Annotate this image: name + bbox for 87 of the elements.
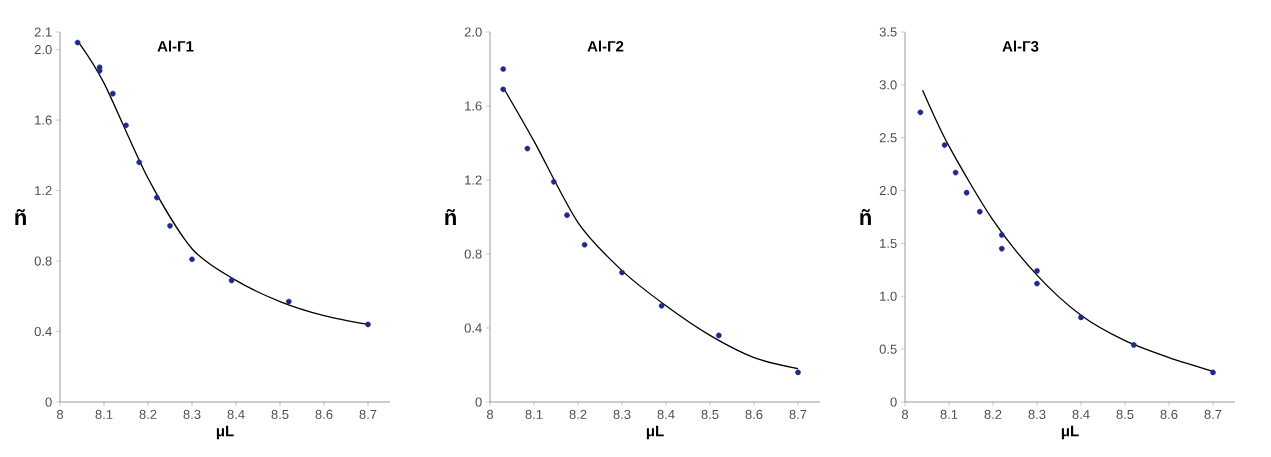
point [524,145,531,152]
x-tick-label: 8.5 [701,409,719,419]
y-tick-label: 1.6 [35,115,52,125]
y-tick-label: 2.5 [879,133,897,143]
x-axis-title: μL [216,425,234,440]
point [551,179,557,185]
point [941,142,948,148]
x-tick-label: 8.4 [1072,409,1090,419]
point [110,90,116,97]
y-tick-label: 1.2 [465,175,482,185]
x-tick-label: 8.1 [940,409,958,419]
y-tick-label: 0 [475,397,482,407]
point [999,245,1005,252]
point [96,67,103,74]
y-tick-label: 3.0 [879,80,897,90]
point [286,298,292,305]
x-tick-label: 8 [56,409,64,419]
x-tick-label: 8 [901,409,909,419]
point [977,208,983,215]
y-tick-label: 0.4 [464,323,482,333]
point [917,109,924,116]
y-tick-label: 3.5 [879,27,897,37]
x-tick-label: 8.7 [359,409,377,419]
point [658,302,665,309]
y-axis-title: ñ [15,209,26,225]
y-tick-label: 1.5 [880,238,897,248]
x-tick-label: 8.5 [271,409,289,419]
y-tick-label: 0 [890,397,897,407]
y-tick-label: 2.0 [879,185,897,196]
point [365,321,371,328]
x-axis-title: μL [1061,425,1079,440]
point [228,277,235,284]
x-tick-label: 8.5 [1116,409,1134,419]
point [189,256,195,263]
point [952,169,959,176]
y-tick-label: 1.2 [35,186,52,196]
point [999,232,1005,238]
x-tick-label: 8.7 [1204,409,1222,419]
point [1210,369,1216,376]
point [500,86,507,93]
y-tick-label: 2.1 [34,27,52,37]
y-tick-label: 1.0 [880,291,897,301]
x-tick-label: 8.6 [745,409,763,419]
point [1034,280,1040,287]
point [795,369,801,376]
x-tick-label: 8.1 [525,409,543,419]
x-tick-label: 8.1 [95,409,113,419]
point [1078,314,1084,321]
x-tick-label: 8.3 [1028,409,1046,419]
x-tick-label: 8 [486,409,494,419]
x-tick-label: 8.6 [1160,409,1178,419]
x-tick-label: 8.2 [984,409,1002,419]
x-tick-label: 8.3 [613,409,631,419]
point [564,212,570,218]
point [1130,342,1137,348]
x-tick-label: 8.4 [657,409,675,419]
y-tick-label: 2.0 [34,45,52,55]
point [963,189,970,196]
x-axis-title: μL [646,425,664,440]
x-tick-label: 8.3 [183,409,201,419]
x-tick-label: 8.4 [227,409,245,419]
x-tick-label: 8.2 [139,409,157,419]
point [74,39,81,46]
chart-title: Al-Г1 [157,40,194,52]
y-tick-label: 2.0 [464,27,482,37]
point [500,66,507,72]
point [123,122,129,129]
x-tick-label: 8.6 [315,409,333,419]
y-tick-label: 0.4 [34,326,52,337]
point [136,159,143,166]
chart-title: Al-Г2 [587,40,624,52]
y-tick-label: 0.8 [464,249,482,259]
y-tick-label: 1.6 [465,101,482,111]
point [619,269,625,276]
point [716,332,722,339]
point [581,241,588,248]
x-tick-label: 8.7 [789,409,807,419]
point [167,223,173,229]
chart-title: Al-Г3 [1002,40,1039,52]
y-axis-title: ñ [860,209,871,225]
y-tick-label: 0.5 [879,344,897,354]
y-tick-label: 0 [45,397,52,407]
y-axis-title: ñ [445,209,456,225]
y-tick-label: 0.8 [34,256,52,266]
point [1034,268,1040,274]
x-tick-label: 8.2 [569,409,587,419]
point [154,194,160,201]
